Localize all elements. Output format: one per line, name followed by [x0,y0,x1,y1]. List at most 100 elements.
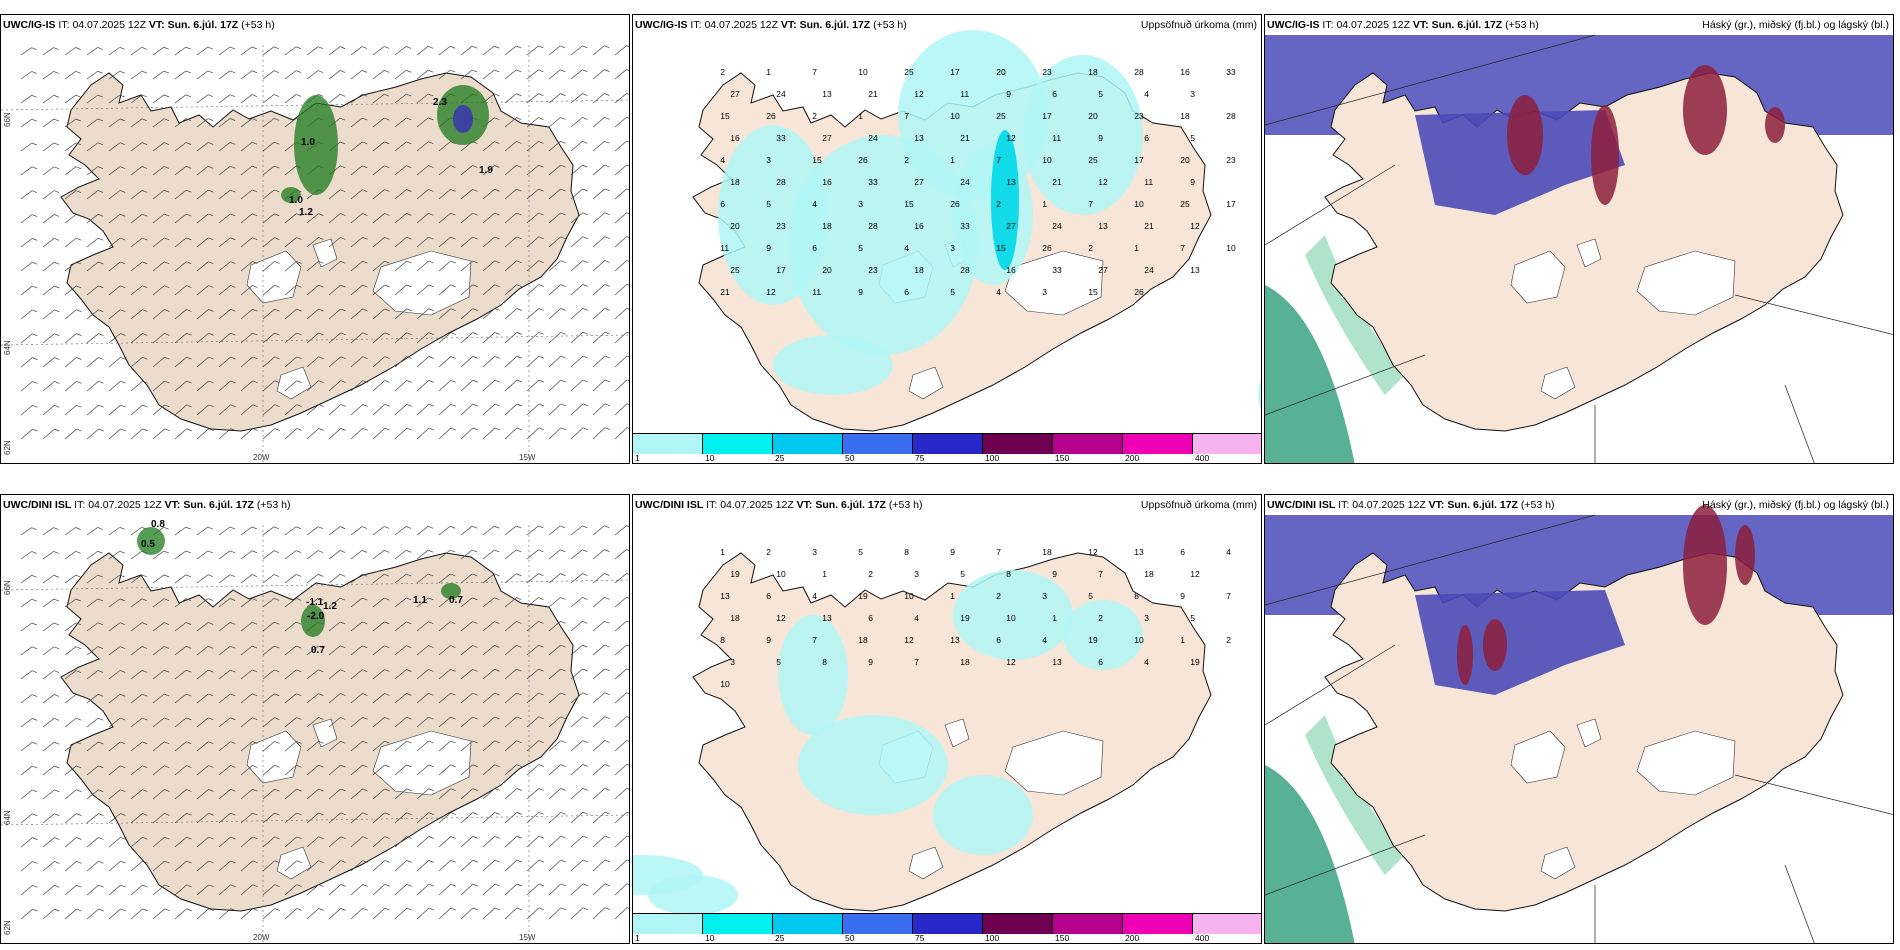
wind-barb [416,764,429,776]
wind-barb [614,284,628,296]
wind-barb [240,884,253,896]
wind-barb [130,789,143,800]
precip-value: 33 [1226,67,1236,77]
colorbar-tick-label: 25 [775,453,785,463]
lat-label: 64N [3,810,12,825]
precip-value: 11 [720,243,729,253]
wind-barb [614,644,627,656]
wind-barb [394,46,407,56]
precip-value: 9 [1006,89,1011,99]
wind-barb [306,812,319,824]
precip-area [788,135,978,355]
wind-barb [416,693,429,704]
wind-barb [438,907,452,920]
wind-barb [108,237,121,248]
wind-barb [284,788,297,800]
wind-barb [504,284,517,296]
colorbar-tick-label: 1 [635,453,640,463]
wind-barb [548,740,561,752]
wind-barb [460,907,474,920]
wind-barb [86,527,98,536]
wind-barb [20,285,33,296]
wind-barb [284,526,297,536]
value-label: 0.7 [311,645,325,656]
wind-barb [20,718,33,728]
wind-barb [20,71,32,80]
wind-barb [20,885,33,896]
wind-barb [108,741,121,752]
wind-barb [306,884,319,896]
wind-barb [108,527,120,536]
lon-label: 20W [253,453,270,462]
wind-barb [152,860,165,872]
wind-barb [218,645,231,656]
wind-barb [218,165,231,176]
glacier [1004,730,1104,796]
wind-barb [372,645,385,656]
wind-barb [416,93,429,104]
wind-barb [460,356,474,368]
precip-value: 13 [1052,657,1062,667]
wind-barb [108,646,121,656]
wind-barb [174,380,187,392]
wind-barb [372,812,385,824]
wind-barb [284,70,297,80]
wind-barb [284,404,297,416]
precip-value: 19 [960,613,970,623]
wind-barb [416,883,430,896]
wind-barb [372,860,386,872]
wind-barb [152,836,165,848]
precip-value: 6 [1052,89,1057,99]
precip-value: 4 [1144,89,1149,99]
wind-barb [526,716,539,728]
wind-barb [614,740,628,752]
wind-barb [20,428,33,440]
glacier [908,846,944,880]
colorbar-segment [1193,434,1261,454]
wind-barb [130,357,143,368]
wind-barb [526,93,539,104]
wind-barb [592,907,606,920]
wind-barb [438,740,451,752]
precip-area [933,775,1033,855]
wind-barb [108,357,121,368]
wind-barb [86,670,99,680]
wind-barb [130,598,143,608]
wind-barb [570,117,583,128]
wind-barb [438,69,451,80]
wind-barbs [20,525,629,920]
wind-barb [548,597,561,608]
wind-barb [504,403,518,416]
wind-barb [570,284,584,296]
wind-barb [306,669,319,680]
wind-barb [614,117,627,128]
field-title: Háský (gr.), miðský (fj.bl.) og lágský (… [1702,499,1889,511]
wind-barb [350,213,363,224]
wind-barb [372,117,385,128]
glacier [312,718,338,748]
wind-barb [240,165,253,176]
wind-barb [262,526,275,536]
wind-barb [416,141,429,152]
wind-barb [130,550,143,560]
precip-value: 1 [1134,243,1139,253]
wind-barb [174,118,187,128]
precip-value: 21 [1052,177,1062,187]
wind-barb [614,573,627,584]
precip-value: 4 [1042,635,1047,645]
panel-title: UWC/DINI ISL IT: 04.07.2025 12Z VT: Sun.… [3,499,291,511]
wind-barb [328,621,341,632]
precip-value: 33 [1052,265,1062,275]
precip-field [633,570,1143,915]
wind-barb [284,284,297,296]
wind-barb [196,526,209,536]
wind-barb [548,284,561,296]
wind-barb [64,598,77,608]
wind-barb [416,669,429,680]
wind-barb [64,574,76,584]
precip-value: 8 [904,547,909,557]
wind-barb [548,332,562,344]
wind-barb [174,166,187,176]
wind-barb [240,261,253,272]
wind-barb [240,669,253,680]
